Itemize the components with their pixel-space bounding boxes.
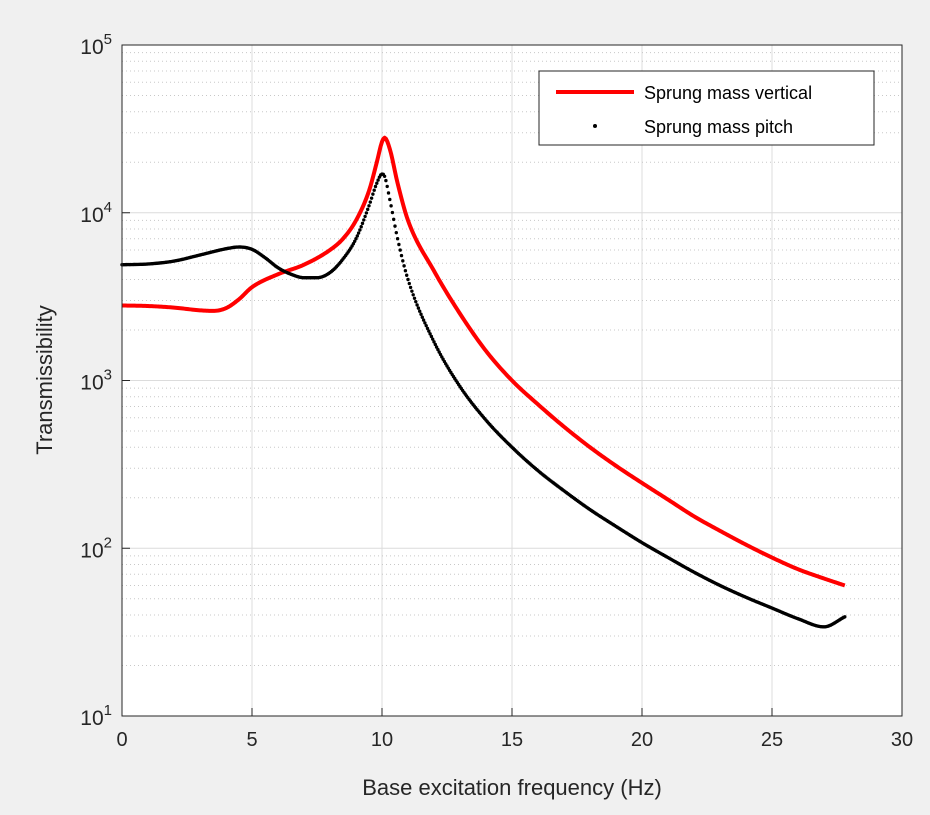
pitch-series-point <box>402 264 406 268</box>
x-tick-label: 30 <box>891 729 913 751</box>
legend-label-vertical: Sprung mass vertical <box>644 83 812 103</box>
pitch-series-point <box>390 210 395 215</box>
y-tick-label: 103 <box>80 367 112 395</box>
pitch-series-point <box>373 184 378 189</box>
pitch-series-point <box>434 345 439 349</box>
legend-label-pitch: Sprung mass pitch <box>644 117 793 137</box>
pitch-series-point <box>418 309 422 313</box>
pitch-series-point <box>408 285 413 290</box>
pitch-series-point <box>405 273 409 277</box>
series-pitch <box>120 172 847 629</box>
pitch-series-point <box>433 342 437 347</box>
vertical-series-line <box>121 135 846 588</box>
x-tick-label: 5 <box>246 729 257 751</box>
pitch-series-point <box>424 323 428 328</box>
ticks: 0 5 10 15 20 25 30 101 102 103 104 105 <box>80 31 913 751</box>
pitch-series-point <box>360 221 365 226</box>
y-tick-label: 104 <box>80 199 112 227</box>
pitch-series-point <box>392 217 396 222</box>
pitch-series-point <box>366 207 370 212</box>
pitch-series-point <box>355 234 359 238</box>
pitch-series-point <box>412 296 417 300</box>
pitch-series-point <box>406 277 410 282</box>
pitch-series-point <box>356 231 361 235</box>
x-tick-label: 20 <box>631 729 653 751</box>
pitch-series-point <box>371 192 375 196</box>
pitch-series-point <box>427 329 431 333</box>
pitch-series-point <box>353 239 357 243</box>
y-axis-label: Transmissibility <box>32 305 57 455</box>
pitch-series-point <box>359 225 363 229</box>
y-tick-label: 105 <box>80 31 112 59</box>
pitch-series-point <box>425 326 430 331</box>
y-tick-label: 102 <box>80 534 112 562</box>
pitch-series-point <box>367 204 371 208</box>
pitch-series-point <box>414 299 418 304</box>
series-vertical <box>121 135 846 588</box>
pitch-series-point <box>386 191 391 195</box>
pitch-series-point <box>428 332 432 336</box>
pitch-series-point <box>382 174 387 178</box>
x-axis-label: Base excitation frequency (Hz) <box>362 775 662 800</box>
pitch-series-point <box>432 340 436 344</box>
x-tick-label: 10 <box>371 729 393 751</box>
pitch-series-point <box>411 293 415 297</box>
legend-marker-pitch <box>593 124 597 128</box>
pitch-series-point <box>431 337 435 341</box>
pitch-series-point <box>407 281 411 286</box>
pitch-series-point <box>399 253 404 258</box>
pitch-series-point <box>420 315 424 319</box>
pitch-series-point <box>843 615 847 619</box>
pitch-series-point <box>375 181 379 185</box>
pitch-series-point <box>369 196 374 200</box>
x-tick-label: 15 <box>501 729 523 751</box>
pitch-series-point <box>364 211 369 215</box>
pitch-series-point <box>393 224 397 228</box>
pitch-series-point <box>395 237 400 241</box>
pitch-series-point <box>384 178 388 183</box>
y-tick-label: 101 <box>80 702 112 730</box>
pitch-series-point <box>423 321 427 325</box>
x-tick-label: 25 <box>761 729 783 751</box>
pitch-series-point <box>421 318 426 322</box>
pitch-series-point <box>358 228 362 232</box>
series-layer <box>120 135 847 629</box>
pitch-series-point <box>403 269 408 273</box>
pitch-series-point <box>354 237 358 241</box>
pitch-series-point <box>429 334 434 339</box>
pitch-series-point <box>419 312 423 316</box>
pitch-series-point <box>376 178 380 182</box>
pitch-series-point <box>415 303 419 307</box>
legend-box <box>538 70 875 146</box>
pitch-series-point <box>368 200 372 204</box>
pitch-series-point <box>372 188 376 192</box>
pitch-series-point <box>388 197 392 202</box>
pitch-series-point <box>398 248 402 252</box>
pitch-series-point <box>389 204 393 208</box>
pitch-series-point <box>397 242 401 247</box>
pitch-series-point <box>363 214 367 219</box>
pitch-series-point <box>416 306 421 310</box>
pitch-series-point <box>394 230 398 235</box>
legend: Sprung mass vertical Sprung mass pitch <box>538 70 875 146</box>
x-tick-label: 0 <box>116 729 127 751</box>
pitch-series-point <box>410 289 414 293</box>
pitch-series-point <box>385 184 389 189</box>
pitch-series-point <box>362 218 366 222</box>
pitch-series-point <box>401 259 405 263</box>
